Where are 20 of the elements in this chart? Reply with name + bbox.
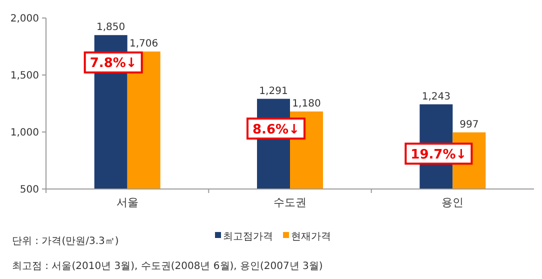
annotation: 19.7%↓: [410, 147, 467, 162]
y-tick-label: 2,000: [10, 14, 39, 24]
annotation: 7.8%↓: [90, 56, 137, 72]
text: 단위 : 가격(만원/3.3㎡): [12, 236, 119, 247]
data-label: 1,706: [130, 38, 158, 50]
x-tick-label: 서울: [116, 196, 138, 209]
data-label: 1,850: [96, 22, 126, 34]
data-label: 1,180: [292, 98, 321, 110]
y-tick-label: 1,500: [10, 70, 39, 82]
x-tick-label: 용인: [442, 196, 464, 209]
data-label: 997: [460, 119, 479, 130]
annotation: 8.6%↓: [252, 122, 300, 138]
legend-label: 현재가격: [291, 232, 331, 242]
x-tick-label: 수도권: [274, 196, 306, 209]
data-label: 1,291: [259, 86, 288, 97]
y-tick-label: 1,000: [10, 128, 39, 138]
data-label: 1,243: [422, 91, 450, 102]
legend-label: 최고점가격: [223, 232, 273, 242]
y-tick-label: 500: [20, 184, 39, 196]
text: 최고점 : 서울(2010년 3월), 수도권(2008년 6월), 용인(2007년 3월): [12, 261, 323, 272]
